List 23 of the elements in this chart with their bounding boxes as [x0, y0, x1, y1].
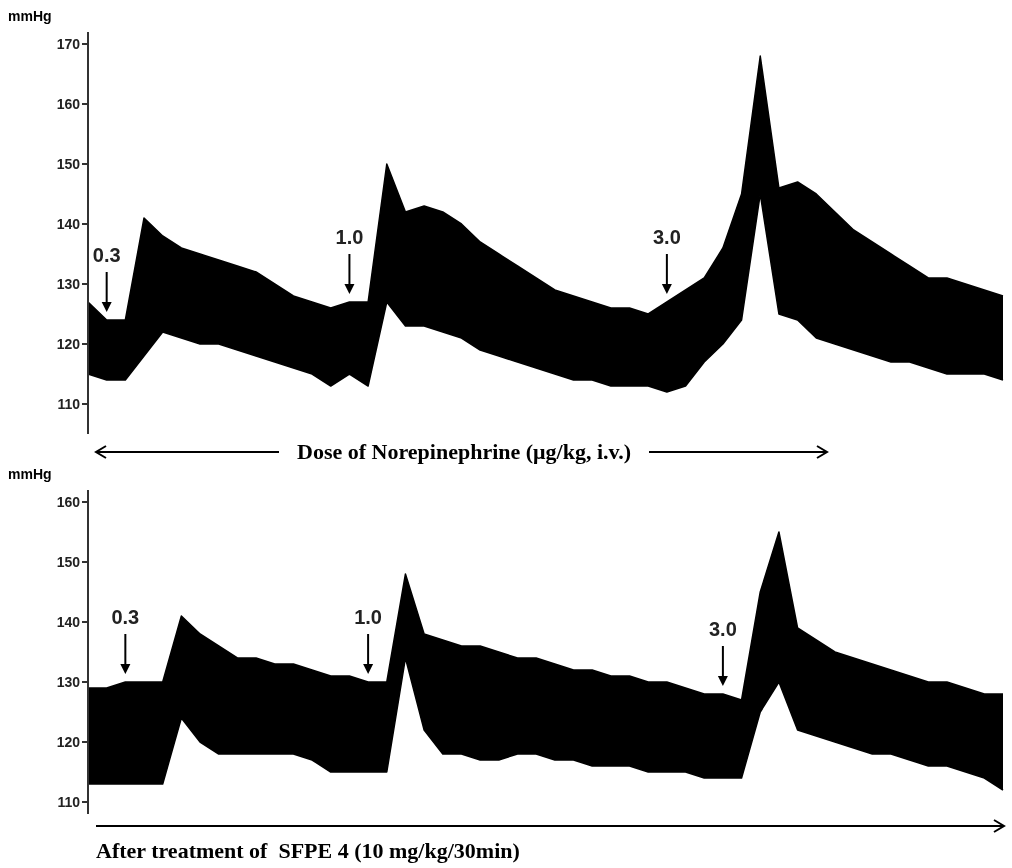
y-tick-label: 120: [56, 733, 81, 750]
x-tick-label: 0.3: [92, 244, 121, 266]
y-tick-label: 150: [56, 553, 81, 570]
y-tick-label: 140: [56, 215, 81, 232]
x-tick-label: 3.0: [708, 618, 737, 640]
y-tick-label: 130: [56, 275, 81, 292]
y-tick-label: 110: [57, 395, 81, 412]
x-axis-title: Dose of Norepinephrine (μg/kg, i.v.): [297, 439, 632, 465]
y-tick-label: 120: [56, 335, 81, 352]
y-axis-title: mmHg: [8, 8, 52, 24]
y-tick-label: 110: [57, 793, 81, 810]
x-tick-label: 3.0: [652, 226, 681, 248]
x-tick-label: 1.0: [335, 226, 364, 248]
y-tick-label: 170: [56, 35, 81, 52]
x-axis-title: After treatment of SFPE 4 (10 mg/kg/30min): [96, 838, 521, 864]
y-axis-title: mmHg: [8, 466, 52, 482]
y-tick-label: 140: [56, 613, 81, 630]
x-tick-label: 0.3: [111, 606, 140, 628]
x-tick-label: 1.0: [354, 606, 383, 628]
y-tick-label: 160: [56, 493, 81, 510]
y-tick-label: 160: [56, 95, 81, 112]
y-tick-label: 150: [56, 155, 81, 172]
y-tick-label: 130: [56, 673, 81, 690]
